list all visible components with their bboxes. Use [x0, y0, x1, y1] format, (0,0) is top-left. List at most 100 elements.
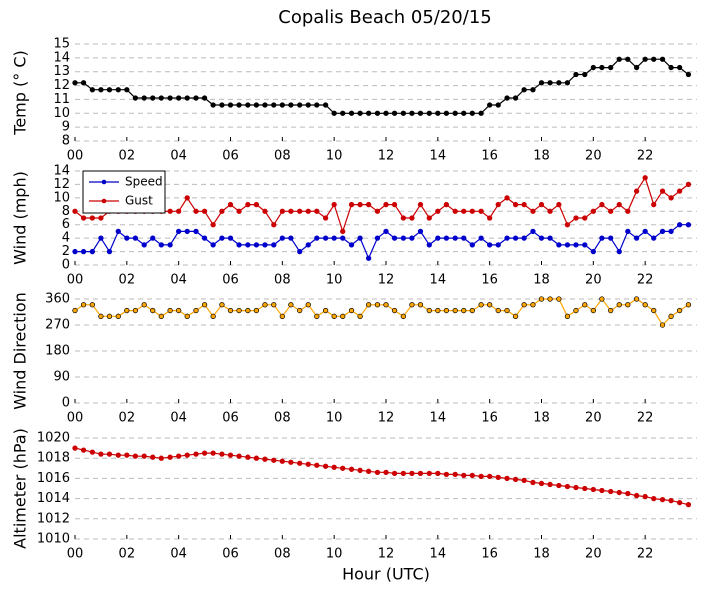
data-point: [599, 235, 605, 241]
legend-label: Speed: [125, 175, 163, 189]
data-point: [608, 307, 614, 314]
x-tick-label: 14: [430, 273, 447, 288]
data-point: [400, 215, 407, 221]
data-point: [271, 302, 277, 308]
data-point: [426, 242, 432, 248]
data-point: [435, 110, 441, 116]
data-point: [590, 208, 596, 214]
data-point: [659, 228, 666, 235]
data-point: [201, 450, 208, 456]
x-tick-label: 18: [533, 411, 550, 426]
data-point: [530, 228, 536, 235]
data-point: [348, 307, 355, 314]
data-point: [340, 465, 346, 471]
data-point: [193, 228, 199, 235]
data-point: [659, 56, 666, 62]
data-point: [521, 477, 527, 484]
data-point: [141, 242, 147, 248]
y-tick-label: 1018: [37, 451, 70, 466]
data-point: [167, 307, 173, 314]
x-tick-label: 02: [119, 273, 136, 288]
data-point: [521, 235, 527, 241]
data-point: [452, 235, 458, 241]
data-point: [271, 102, 277, 108]
data-point: [435, 235, 441, 241]
data-point: [365, 302, 372, 308]
data-point: [184, 313, 190, 319]
data-point: [530, 302, 536, 308]
data-point: [530, 87, 536, 93]
x-tick-label: 08: [274, 149, 291, 164]
data-point: [383, 228, 389, 235]
data-point: [599, 64, 605, 71]
data-point: [685, 71, 692, 78]
data-point: [383, 469, 389, 475]
data-point: [106, 87, 113, 93]
data-point: [478, 473, 484, 480]
data-point: [374, 469, 381, 475]
y-tick-label: 1014: [37, 491, 70, 506]
data-point: [201, 208, 208, 214]
x-tick-label: 16: [481, 547, 498, 562]
y-tick-label: 10: [53, 190, 70, 205]
data-point: [374, 302, 381, 308]
data-point: [676, 499, 683, 506]
series-line: [74, 297, 689, 326]
data-point: [642, 493, 648, 500]
data-point: [495, 242, 501, 248]
data-point: [365, 201, 372, 208]
data-point: [391, 235, 398, 241]
data-point: [253, 201, 260, 208]
data-point: [158, 95, 164, 101]
data-point: [245, 242, 251, 248]
data-point: [115, 228, 121, 235]
data-point: [227, 452, 234, 458]
series-line: [74, 176, 689, 234]
data-point: [288, 235, 294, 241]
data-point: [297, 460, 303, 466]
data-point: [348, 201, 355, 208]
data-point: [452, 110, 458, 116]
data-point: [297, 102, 303, 108]
data-point: [495, 307, 501, 314]
data-point: [409, 302, 415, 308]
y-tick-label: 360: [45, 292, 70, 307]
data-point: [305, 461, 311, 467]
data-point: [461, 110, 467, 116]
data-point: [582, 71, 588, 78]
data-point: [288, 302, 294, 308]
x-tick-label: 00: [67, 149, 84, 164]
data-point: [80, 80, 87, 86]
data-point: [504, 307, 510, 314]
y-tick-label: 180: [45, 344, 70, 359]
x-tick-label: 12: [378, 411, 395, 426]
data-point: [538, 480, 545, 487]
data-point: [495, 201, 501, 208]
data-point: [608, 208, 614, 214]
data-point: [167, 95, 173, 101]
data-point: [487, 102, 493, 108]
legend-label: Gust: [125, 194, 153, 208]
data-point: [193, 95, 199, 101]
x-tick-label: 08: [274, 547, 291, 562]
data-point: [659, 322, 666, 328]
x-tick-label: 10: [326, 411, 343, 426]
data-point: [608, 64, 614, 71]
data-point: [365, 110, 372, 116]
data-point: [599, 201, 605, 208]
data-point: [124, 235, 130, 241]
data-point: [417, 201, 424, 208]
data-point: [253, 242, 260, 248]
legend-marker: [101, 179, 107, 185]
data-point: [685, 302, 692, 308]
data-point: [348, 242, 355, 248]
series-line: [74, 447, 689, 506]
data-point: [435, 470, 441, 477]
data-point: [184, 228, 190, 235]
data-point: [365, 468, 372, 474]
data-point: [150, 235, 156, 241]
y-axis-label: Wind Direction: [11, 292, 30, 410]
data-point: [288, 459, 294, 465]
data-point: [487, 215, 493, 221]
